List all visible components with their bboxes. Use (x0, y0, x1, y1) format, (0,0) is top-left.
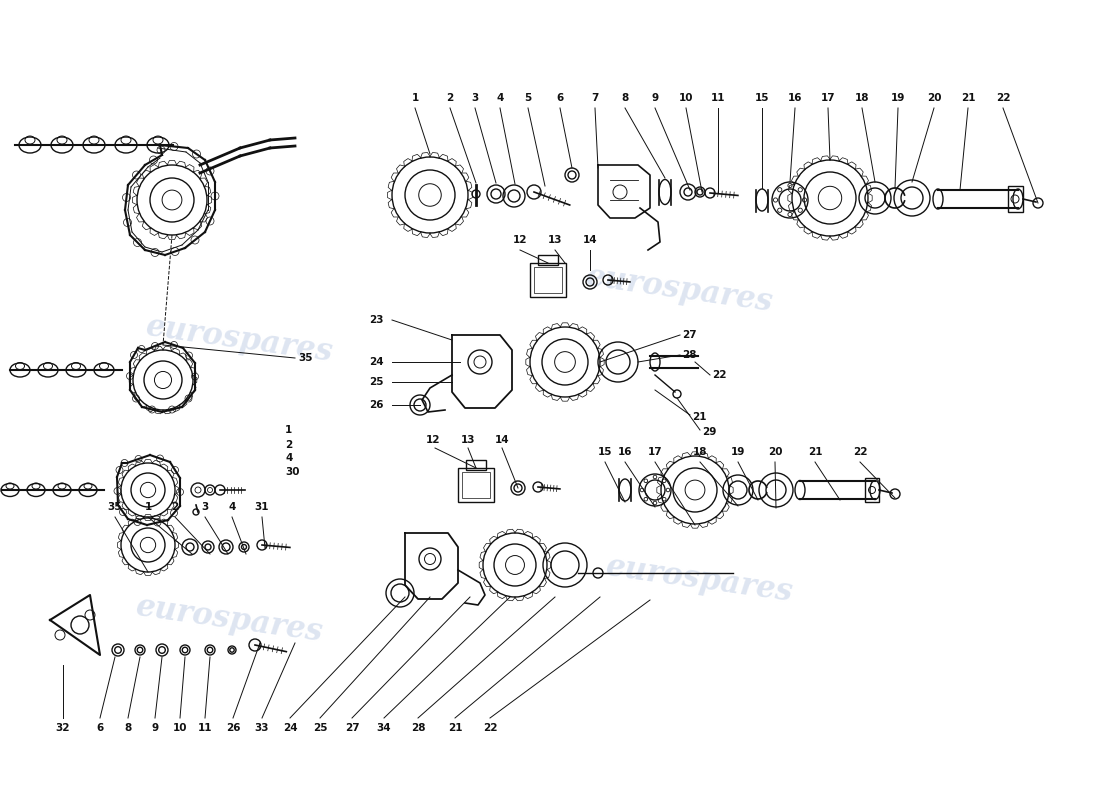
Text: eurospares: eurospares (134, 591, 326, 649)
Text: 6: 6 (97, 723, 103, 733)
Text: 20: 20 (768, 447, 782, 457)
Text: 2: 2 (447, 93, 453, 103)
Text: 19: 19 (891, 93, 905, 103)
Text: 30: 30 (285, 467, 299, 477)
Bar (530, 263, 566, 297)
Text: 1: 1 (411, 93, 419, 103)
Text: 1: 1 (285, 425, 293, 435)
Text: 1: 1 (144, 502, 152, 512)
Text: 4: 4 (229, 502, 235, 512)
Bar (458, 468, 494, 502)
Text: 35: 35 (108, 502, 122, 512)
Text: 29: 29 (702, 427, 716, 437)
Text: 12: 12 (513, 235, 527, 245)
Text: eurospares: eurospares (604, 551, 795, 609)
Text: 22: 22 (483, 723, 497, 733)
Text: 7: 7 (592, 93, 598, 103)
Text: 21: 21 (692, 412, 706, 422)
Text: 26: 26 (226, 723, 240, 733)
Text: 3: 3 (201, 502, 209, 512)
Text: 21: 21 (960, 93, 976, 103)
Text: 14: 14 (495, 435, 509, 445)
Text: 34: 34 (376, 723, 392, 733)
Text: 15: 15 (755, 93, 769, 103)
Text: 8: 8 (124, 723, 132, 733)
Bar (1008, 186, 1023, 212)
Bar (538, 255, 558, 265)
Text: 15: 15 (597, 447, 613, 457)
Text: 19: 19 (730, 447, 745, 457)
Text: 9: 9 (651, 93, 659, 103)
Text: eurospares: eurospares (584, 262, 776, 318)
Bar (466, 460, 486, 470)
Text: 17: 17 (821, 93, 835, 103)
Text: 12: 12 (426, 435, 440, 445)
Text: 22: 22 (996, 93, 1010, 103)
Text: 2: 2 (172, 502, 178, 512)
Text: 31: 31 (255, 502, 270, 512)
Text: 27: 27 (682, 330, 696, 340)
Text: eurospares: eurospares (144, 311, 336, 369)
Text: 4: 4 (285, 453, 293, 463)
Text: 28: 28 (682, 350, 696, 360)
Text: 21: 21 (448, 723, 462, 733)
Text: 33: 33 (255, 723, 270, 733)
Text: 23: 23 (370, 315, 384, 325)
Text: 22: 22 (712, 370, 726, 380)
Text: 11: 11 (711, 93, 725, 103)
Text: 32: 32 (56, 723, 70, 733)
Text: 25: 25 (312, 723, 328, 733)
Text: 26: 26 (370, 400, 384, 410)
Text: 35: 35 (298, 353, 312, 363)
Text: 10: 10 (679, 93, 693, 103)
Text: 16: 16 (618, 447, 632, 457)
Text: 10: 10 (173, 723, 187, 733)
Text: 24: 24 (283, 723, 297, 733)
Text: 13: 13 (461, 435, 475, 445)
Bar (865, 478, 879, 502)
Text: 22: 22 (852, 447, 867, 457)
Text: 9: 9 (152, 723, 158, 733)
Bar (534, 267, 562, 293)
Text: 2: 2 (285, 440, 293, 450)
Text: 8: 8 (621, 93, 628, 103)
Text: 27: 27 (344, 723, 360, 733)
Text: 25: 25 (370, 377, 384, 387)
Text: 20: 20 (926, 93, 942, 103)
Text: 24: 24 (370, 357, 384, 367)
Text: 18: 18 (855, 93, 869, 103)
Text: 21: 21 (807, 447, 823, 457)
Text: 5: 5 (525, 93, 531, 103)
Text: 3: 3 (472, 93, 478, 103)
Text: 6: 6 (557, 93, 563, 103)
Text: 13: 13 (548, 235, 562, 245)
Text: 17: 17 (648, 447, 662, 457)
Text: 14: 14 (583, 235, 597, 245)
Text: 18: 18 (693, 447, 707, 457)
Text: 28: 28 (410, 723, 426, 733)
Text: 16: 16 (788, 93, 802, 103)
Bar (462, 472, 490, 498)
Text: 11: 11 (198, 723, 212, 733)
Text: 4: 4 (496, 93, 504, 103)
